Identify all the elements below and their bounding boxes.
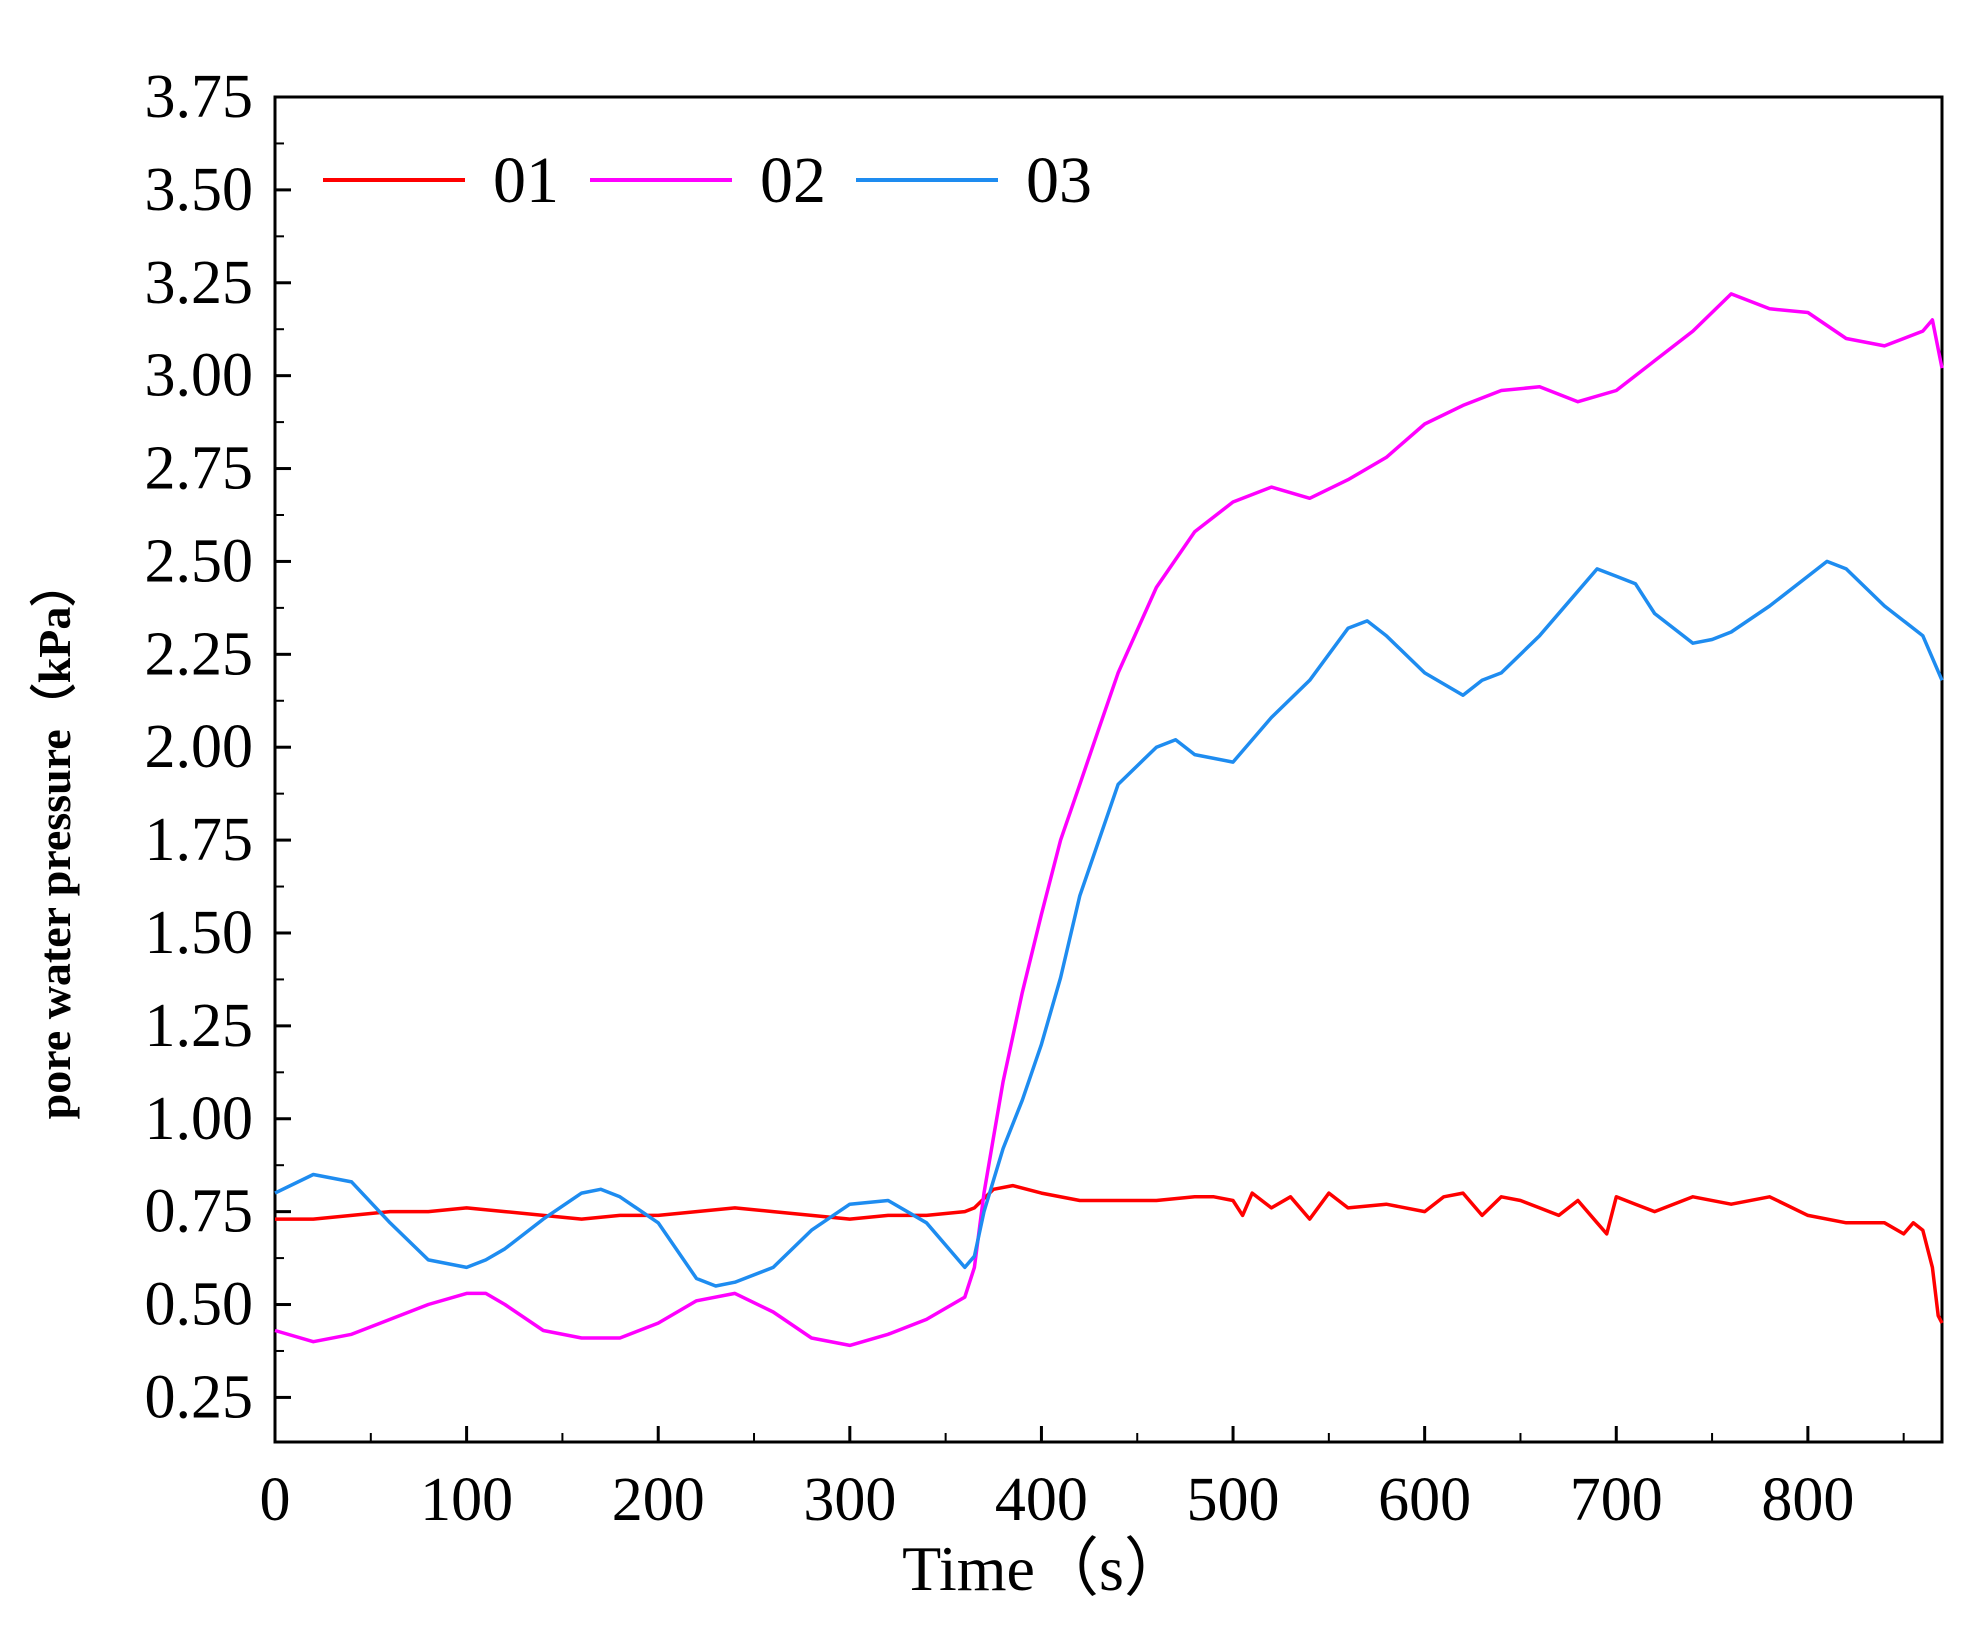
legend-label-01: 01 [493,144,559,217]
x-axis-title: Time（s） [902,1533,1188,1604]
legend-label-02: 02 [760,144,826,217]
series-line-03 [274,559,1944,1288]
x-tick-label: 0 [260,1466,291,1534]
x-axis-ticks: 0 100 200 300 400 500 600 700 800 [260,1426,1905,1534]
y-tick-label: 0.75 [145,1178,254,1246]
y-tick-label: 1.00 [145,1085,254,1153]
y-tick-label: 2.25 [145,620,254,688]
series-line-02 [274,292,1944,1348]
x-tick-label: 700 [1570,1466,1663,1534]
y-tick-label: 3.50 [145,156,254,224]
y-tick-label: 3.75 [145,63,254,131]
legend: 01 02 03 [323,144,1092,217]
x-tick-label: 400 [995,1466,1088,1534]
x-tick-label: 100 [420,1466,513,1534]
y-tick-label: 3.00 [145,342,254,410]
plot-frame [273,95,1944,1444]
y-tick-label: 1.75 [145,806,254,874]
y-tick-label: 0.25 [145,1363,254,1431]
x-tick-label: 300 [803,1466,896,1534]
y-tick-label: 2.75 [145,435,254,503]
y-axis-ticks: 0.25 0.50 0.75 1.00 1.25 1.50 1.75 2.00 2.25 2.50… [145,63,291,1431]
series-lines [274,292,1944,1348]
y-tick-label: 0.50 [145,1271,254,1339]
legend-label-03: 03 [1026,144,1092,217]
y-tick-label: 2.00 [145,713,254,781]
x-tick-label: 500 [1187,1466,1280,1534]
y-tick-label: 1.25 [145,992,254,1060]
y-tick-label: 3.25 [145,249,254,317]
x-tick-label: 600 [1378,1466,1471,1534]
series-line-01 [275,1183,1944,1324]
y-axis-title: pore water pressure（kPa） [29,561,80,1120]
x-tick-label: 200 [612,1466,705,1534]
x-tick-label: 800 [1761,1466,1854,1534]
y-tick-label: 1.50 [145,899,254,967]
y-tick-label: 2.50 [145,527,254,595]
